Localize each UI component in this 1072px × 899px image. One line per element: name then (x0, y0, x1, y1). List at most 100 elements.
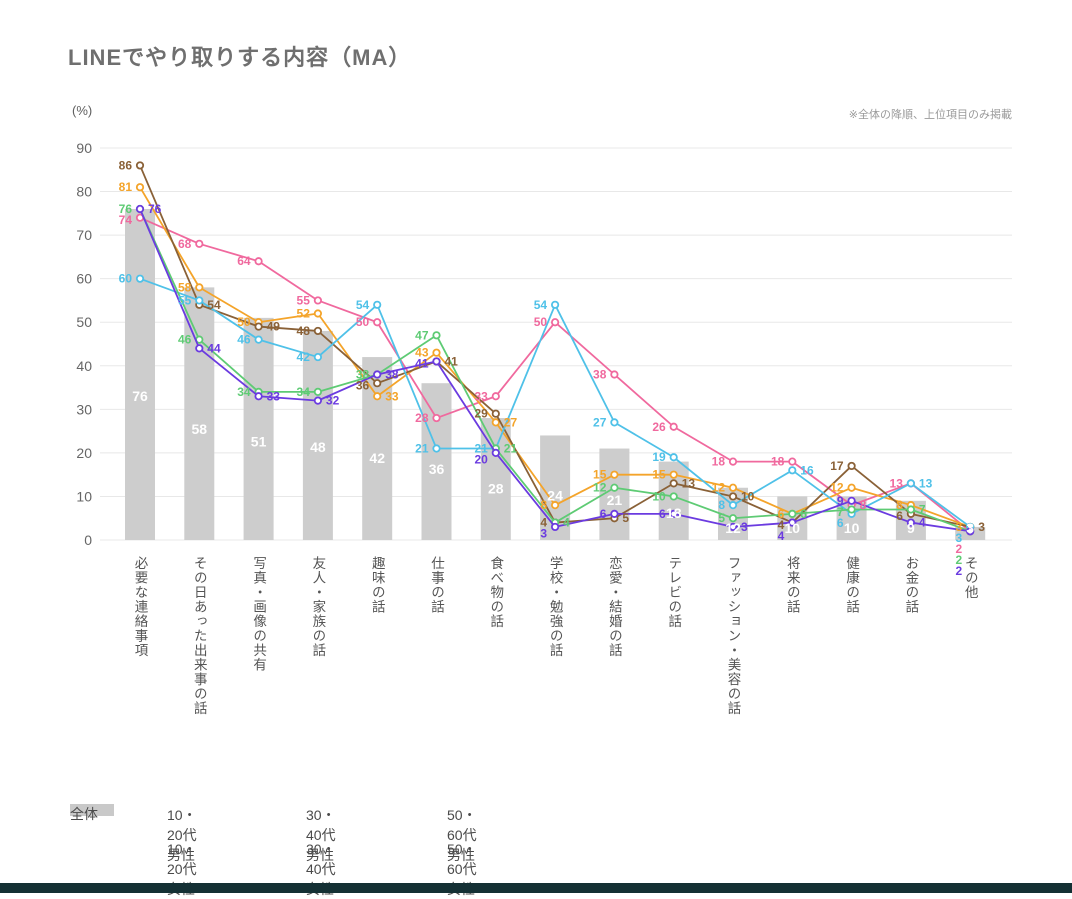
data-point-marker (195, 239, 204, 248)
data-point-label: 27 (504, 415, 518, 429)
data-point-marker (669, 422, 678, 431)
data-point-marker (906, 518, 916, 527)
data-point-label: 4 (778, 529, 785, 543)
data-point-label: 19 (652, 450, 666, 464)
legend-line-swatch: 10・20代女性 (167, 841, 197, 897)
legend-bar-swatch: 全体 (70, 804, 114, 822)
data-point-label: 6 (800, 507, 807, 521)
y-tick-label: 70 (76, 227, 92, 243)
bar-value-label: 58 (192, 421, 208, 437)
data-point-marker (788, 457, 797, 466)
data-point-label: 54 (356, 298, 370, 312)
bar-value-label: 10 (844, 520, 860, 536)
data-point-marker (610, 470, 619, 479)
data-point-label: 4 (919, 516, 926, 530)
data-point-label: 5 (718, 511, 725, 525)
data-point-label: 2 (956, 542, 963, 556)
data-point-label: 36 (356, 378, 370, 392)
data-point-label: 2 (956, 553, 963, 567)
data-point-label: 13 (919, 476, 933, 490)
x-axis-category-label: その日あった出来事の話 (192, 556, 208, 716)
x-axis-category-label: 恋愛・結婚の話 (607, 555, 623, 658)
data-point-marker (788, 518, 797, 527)
data-point-marker (373, 370, 382, 379)
legend-line-swatch: 10・20代男性 (167, 807, 197, 863)
data-point-marker (195, 344, 204, 353)
data-point-marker (313, 296, 322, 305)
data-point-label: 6 (778, 507, 785, 521)
data-point-label: 27 (593, 415, 607, 429)
data-point-label: 34 (297, 385, 311, 399)
data-point-marker (313, 309, 322, 318)
data-point-label: 47 (415, 328, 429, 342)
data-point-label: 38 (356, 367, 370, 381)
data-point-label: 33 (474, 389, 488, 403)
data-point-label: 33 (385, 389, 399, 403)
data-point-marker (195, 283, 204, 292)
data-point-marker (906, 479, 916, 488)
legend-line-swatch: 50・60代男性 (447, 807, 477, 863)
data-point-label: 52 (297, 307, 311, 321)
bar (125, 208, 155, 540)
data-point-label: 64 (237, 254, 251, 268)
data-point-label: 55 (297, 293, 311, 307)
data-point-label: 4 (778, 518, 785, 532)
data-point-label: 17 (830, 459, 844, 473)
data-point-marker (254, 392, 263, 401)
data-point-label: 10 (741, 489, 755, 503)
x-axis-category-label: 将来の話 (785, 556, 801, 614)
y-axis-unit-label: (%) (72, 103, 93, 118)
legend-item-series: 50・60代男性 (447, 800, 499, 863)
data-point-marker (373, 300, 382, 309)
data-point-marker (491, 409, 500, 418)
bar-value-label: 12 (725, 520, 741, 536)
bar-value-label: 9 (907, 520, 915, 536)
data-point-label: 38 (385, 367, 399, 381)
data-point-label: 13 (682, 476, 696, 490)
data-point-label: 18 (771, 455, 785, 469)
data-point-marker (491, 392, 500, 401)
data-point-marker (669, 492, 678, 501)
bar-value-label: 28 (488, 481, 504, 497)
data-point-label: 76 (119, 202, 133, 216)
data-point-marker (373, 392, 382, 401)
data-point-label: 3 (956, 531, 963, 545)
data-point-marker (669, 509, 678, 518)
data-point-marker (313, 396, 322, 405)
data-point-marker (728, 514, 738, 523)
bar (362, 357, 393, 540)
data-point-label: 18 (712, 455, 726, 469)
data-point-marker (550, 501, 560, 510)
legend-item-series: 30・40代男性 (306, 800, 358, 863)
data-point-marker (847, 505, 856, 514)
data-point-marker (610, 418, 619, 427)
y-tick-label: 40 (76, 358, 92, 374)
data-point-label: 81 (119, 180, 133, 194)
data-point-marker (135, 183, 145, 192)
data-point-label: 8 (718, 498, 725, 512)
data-point-label: 50 (356, 315, 370, 329)
bar-value-label: 36 (429, 461, 445, 477)
series-line (135, 204, 975, 536)
data-point-marker (491, 418, 500, 427)
data-point-marker (847, 461, 856, 471)
data-point-marker (788, 466, 797, 475)
x-axis-category-label: ファッション・美容の話 (726, 556, 742, 716)
data-point-label: 3 (956, 520, 963, 534)
data-point-marker (432, 348, 441, 357)
data-point-label: 50 (534, 315, 548, 329)
data-point-label: 15 (593, 468, 607, 482)
data-point-marker (610, 370, 619, 379)
data-point-marker (550, 300, 560, 309)
data-point-marker (669, 470, 678, 479)
x-axis-category-label: 食べ物の話 (488, 555, 504, 629)
data-point-marker (135, 161, 145, 170)
legend: 全体 10・20代男性 30・40代男性 50・60代男性 10・20代女性 30・40代… (0, 792, 1072, 897)
data-point-label: 7 (919, 503, 926, 517)
data-point-label: 4 (540, 516, 547, 530)
x-axis-category-label: 健康の話 (844, 556, 860, 614)
data-point-label: 21 (504, 442, 518, 456)
data-point-marker (432, 444, 441, 453)
data-point-marker (788, 509, 797, 518)
